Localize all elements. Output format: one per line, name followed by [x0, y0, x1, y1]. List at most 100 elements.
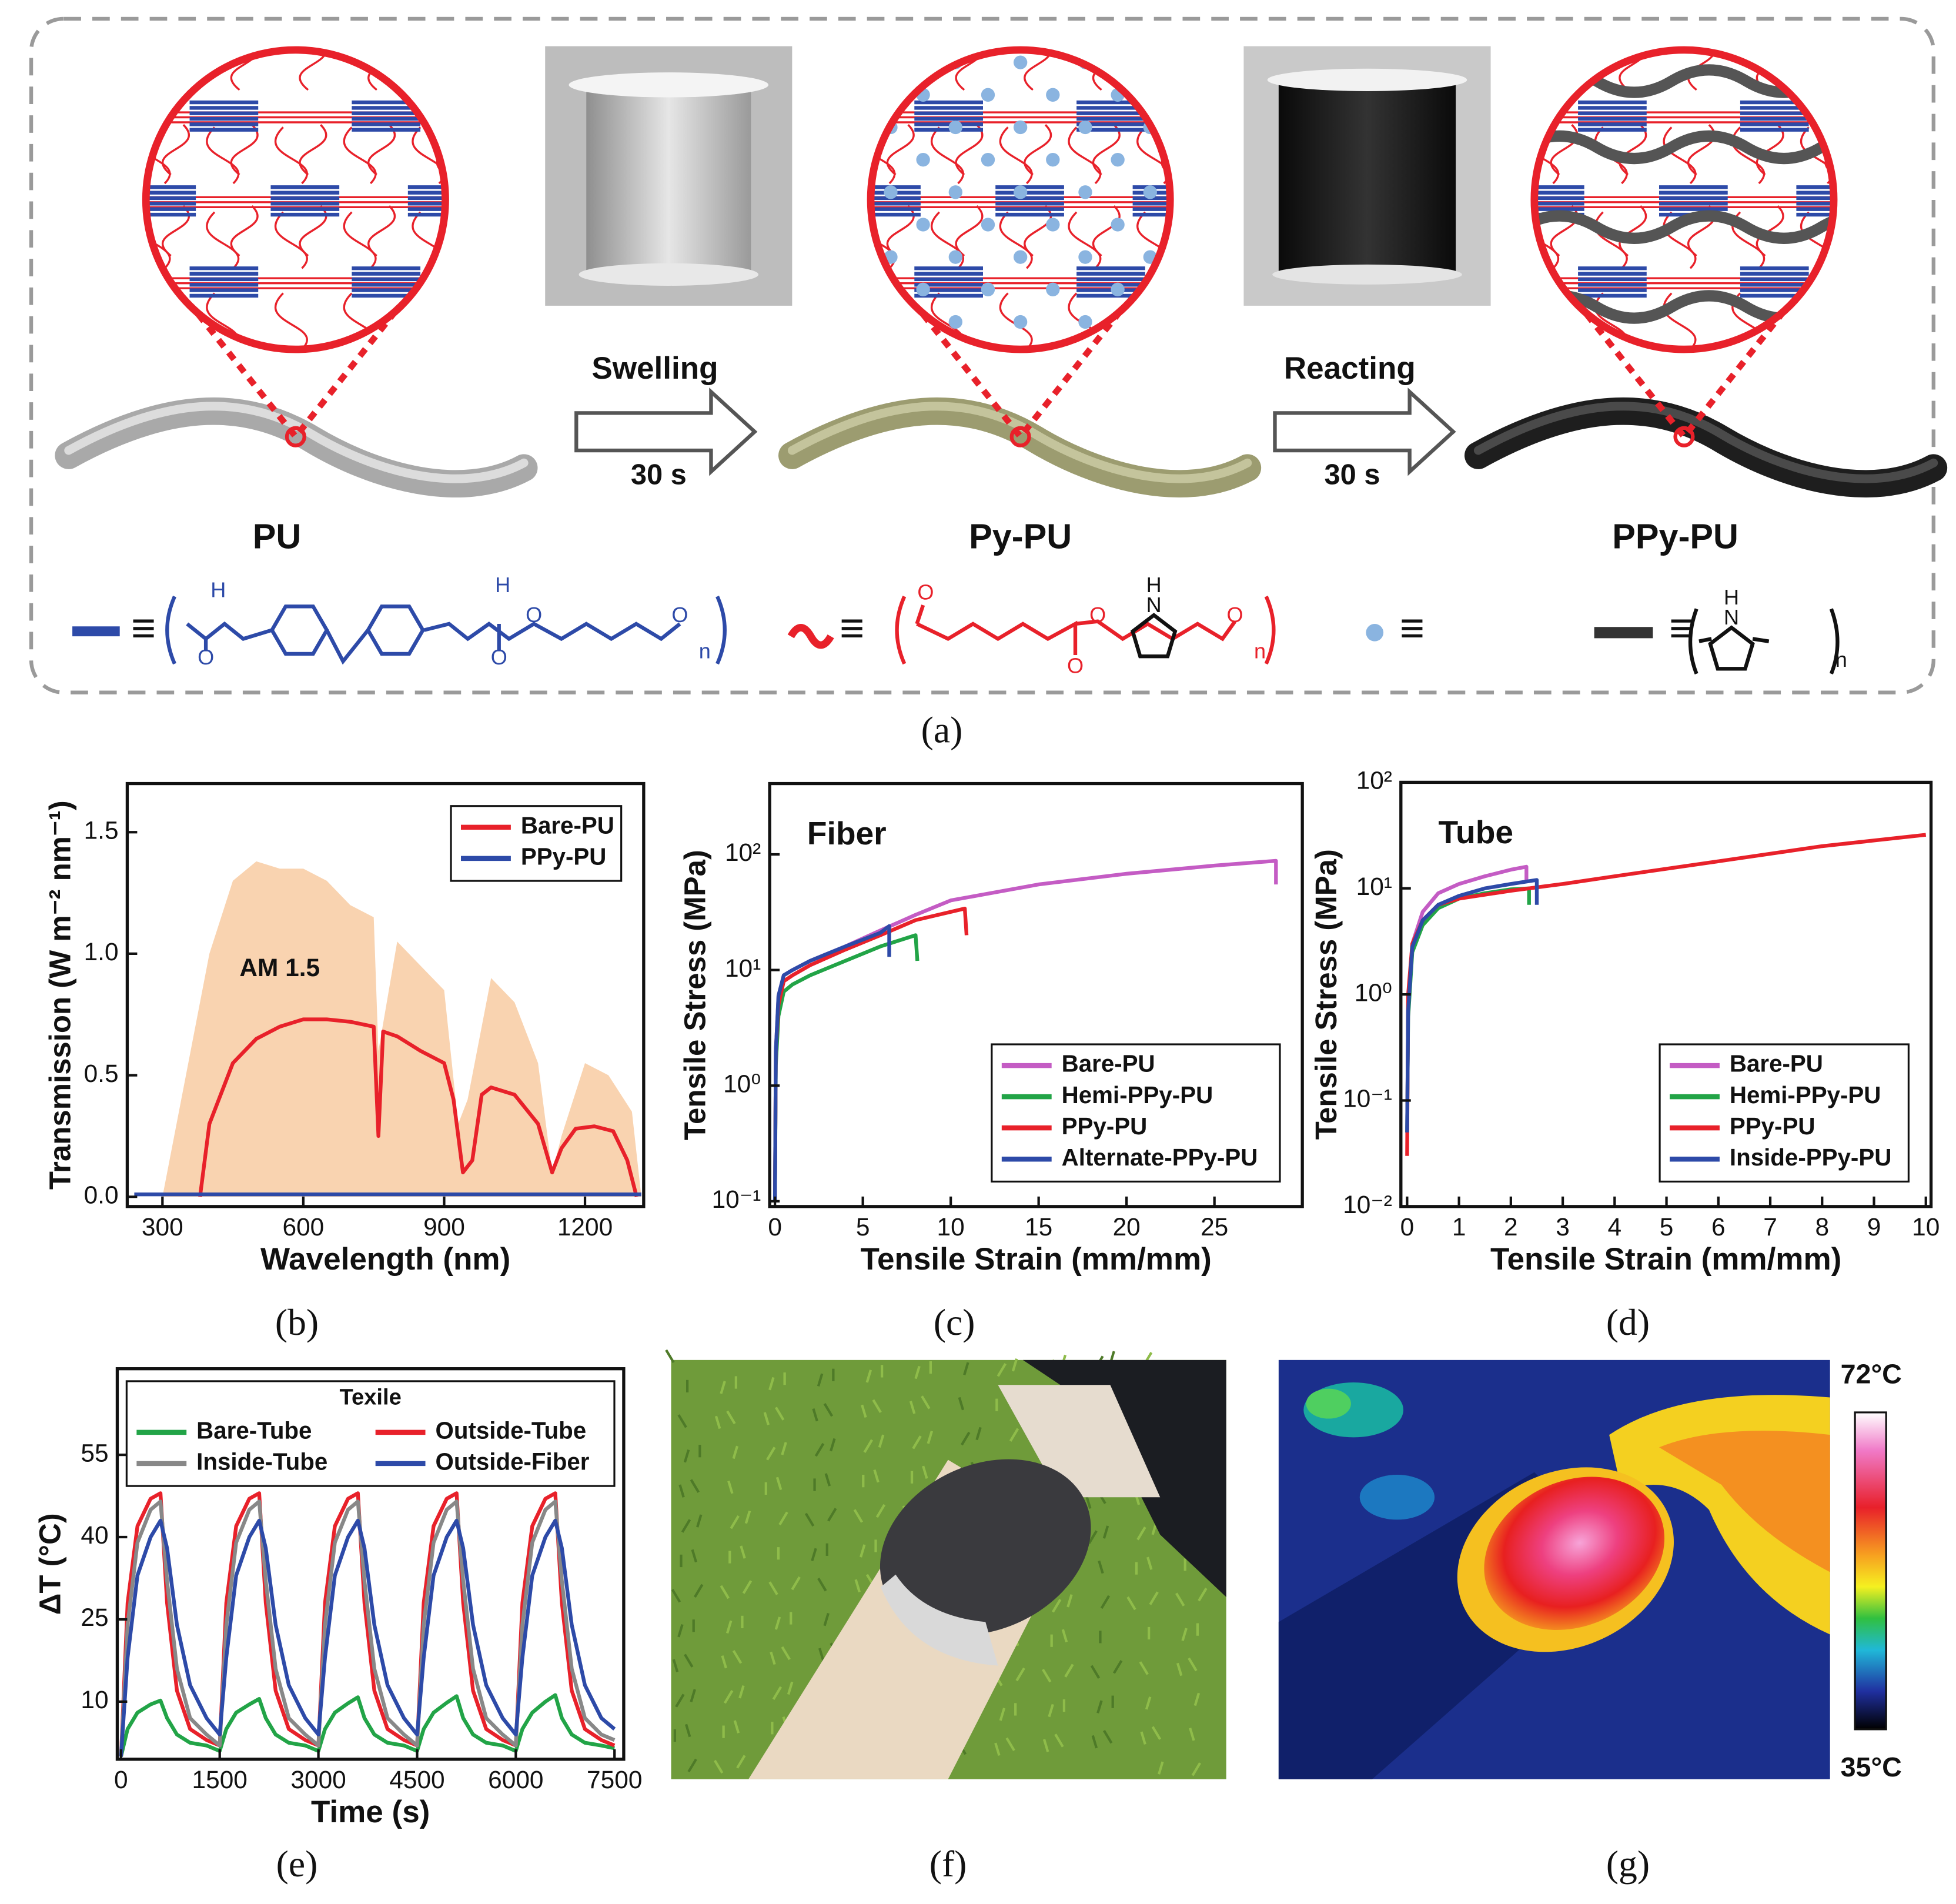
photo-thermal	[1278, 1359, 1887, 1779]
grass-blade	[909, 1401, 916, 1414]
zoom-ring	[1530, 46, 1838, 353]
grass-blade	[677, 1624, 684, 1638]
x-tick-label: 3	[1556, 1213, 1570, 1241]
process-arrow	[574, 388, 758, 476]
pyrrole-dot	[1046, 152, 1060, 167]
grass-blade	[725, 1620, 733, 1634]
panel-label: (a)	[921, 709, 963, 750]
grass-blade	[675, 1693, 685, 1708]
y-axis-label: Tensile Stress (MPa)	[1309, 849, 1343, 1140]
atom-label: N	[1724, 605, 1739, 629]
x-tick-label: 4500	[389, 1766, 444, 1793]
soft-loop	[1092, 124, 1121, 176]
y-tick-label: 55	[81, 1439, 108, 1467]
arrow-label: Reacting	[1284, 351, 1416, 386]
soft-loop	[206, 126, 240, 185]
pyrrole-dot	[1046, 282, 1060, 296]
grass-blade	[684, 1654, 694, 1668]
spectrum-area	[162, 861, 641, 1197]
grass-blade	[787, 1681, 794, 1695]
soft-loop	[999, 126, 1033, 185]
spectrum-label: AM 1.5	[239, 954, 320, 981]
grass-blade	[672, 1659, 679, 1672]
y-tick-label: 10	[81, 1686, 108, 1713]
pyrrole-dot	[1078, 250, 1092, 264]
grass-blade	[1066, 1594, 1073, 1608]
grass-blade	[922, 1465, 928, 1479]
soft-loop	[1550, 49, 1579, 91]
x-tick-label: 6000	[488, 1766, 543, 1793]
grass-blade	[963, 1362, 969, 1375]
atom-label: H	[210, 577, 226, 602]
grass-blade	[778, 1511, 788, 1526]
y-tick-label: 10¹	[1356, 873, 1392, 900]
atom-label: n	[1254, 639, 1266, 663]
atom-label: O	[198, 645, 214, 669]
atom-label: O	[1227, 603, 1243, 627]
soft-loop	[999, 211, 1033, 269]
grass-blade	[827, 1508, 837, 1522]
grass-blade	[1042, 1739, 1049, 1752]
grass-blade	[1005, 1737, 1015, 1752]
grass-blade	[714, 1415, 721, 1429]
data-line	[198, 1017, 638, 1198]
x-tick-label: 7500	[587, 1766, 642, 1793]
grass-blade	[875, 1504, 886, 1518]
grass-blade	[975, 1427, 982, 1441]
data-line	[119, 1693, 615, 1757]
grass-blade	[811, 1548, 817, 1562]
grass-blade	[1140, 1731, 1146, 1745]
y-tick-label: 0.0	[84, 1181, 119, 1209]
soft-loop	[367, 124, 396, 176]
grass-blade	[1090, 1665, 1101, 1679]
data-line	[119, 1518, 616, 1757]
legend-label: PPy-PU	[521, 844, 607, 870]
chart-annotation: Tube	[1438, 814, 1513, 850]
x-tick-label: 10	[937, 1213, 965, 1241]
data-line	[773, 906, 969, 1201]
legend-label: PPy-PU	[1730, 1113, 1815, 1140]
grass-blade	[726, 1410, 736, 1425]
grass-blade	[733, 1720, 740, 1733]
grass-blade	[1064, 1664, 1074, 1678]
soft-loop	[930, 211, 964, 269]
legend-label: Hemi-PPy-PU	[1062, 1082, 1213, 1108]
pyrrole-dot	[1078, 315, 1092, 329]
grass-blade	[720, 1585, 730, 1599]
grass-blade	[1126, 1596, 1136, 1611]
grass-blade	[999, 1708, 1006, 1721]
x-tick-label: 0	[1400, 1213, 1415, 1241]
soft-loop	[1800, 292, 1834, 350]
grass-blade	[774, 1407, 785, 1421]
y-tick-label: 10¹	[725, 954, 761, 982]
soft-loop	[886, 49, 915, 91]
soft-loop	[436, 49, 446, 91]
equiv-sign: ≡	[1400, 605, 1425, 652]
soft-loop	[1024, 124, 1052, 176]
grass-blade	[878, 1434, 885, 1448]
zoom-line	[920, 312, 1121, 442]
grass-blade	[914, 1365, 921, 1379]
grass-blade	[1102, 1729, 1113, 1744]
pyrrole-dot	[884, 185, 898, 199]
panel-a-frame	[29, 16, 1935, 694]
grass-blade	[775, 1477, 783, 1491]
soft-loop	[274, 126, 308, 185]
grass-blade	[1112, 1660, 1123, 1674]
grass-blade	[730, 1515, 740, 1529]
grass-blade	[872, 1399, 882, 1414]
grass-blade	[768, 1377, 775, 1391]
grass-blade	[678, 1484, 685, 1498]
x-tick-label: 6	[1711, 1213, 1726, 1241]
y-tick-label: 40	[81, 1521, 108, 1549]
pyrrole-dot	[981, 282, 995, 296]
grass-blade	[1102, 1525, 1109, 1539]
x-tick-label: 0	[768, 1213, 782, 1241]
network-zoom	[142, 46, 449, 353]
x-tick-label: 1	[1452, 1213, 1466, 1241]
soft-loop	[1663, 126, 1697, 185]
legend-label: Bare-PU	[1062, 1051, 1155, 1077]
x-tick-label: 5	[856, 1213, 870, 1241]
grass-blade	[817, 1578, 827, 1592]
legend-label: Inside-PPy-PU	[1730, 1144, 1891, 1171]
